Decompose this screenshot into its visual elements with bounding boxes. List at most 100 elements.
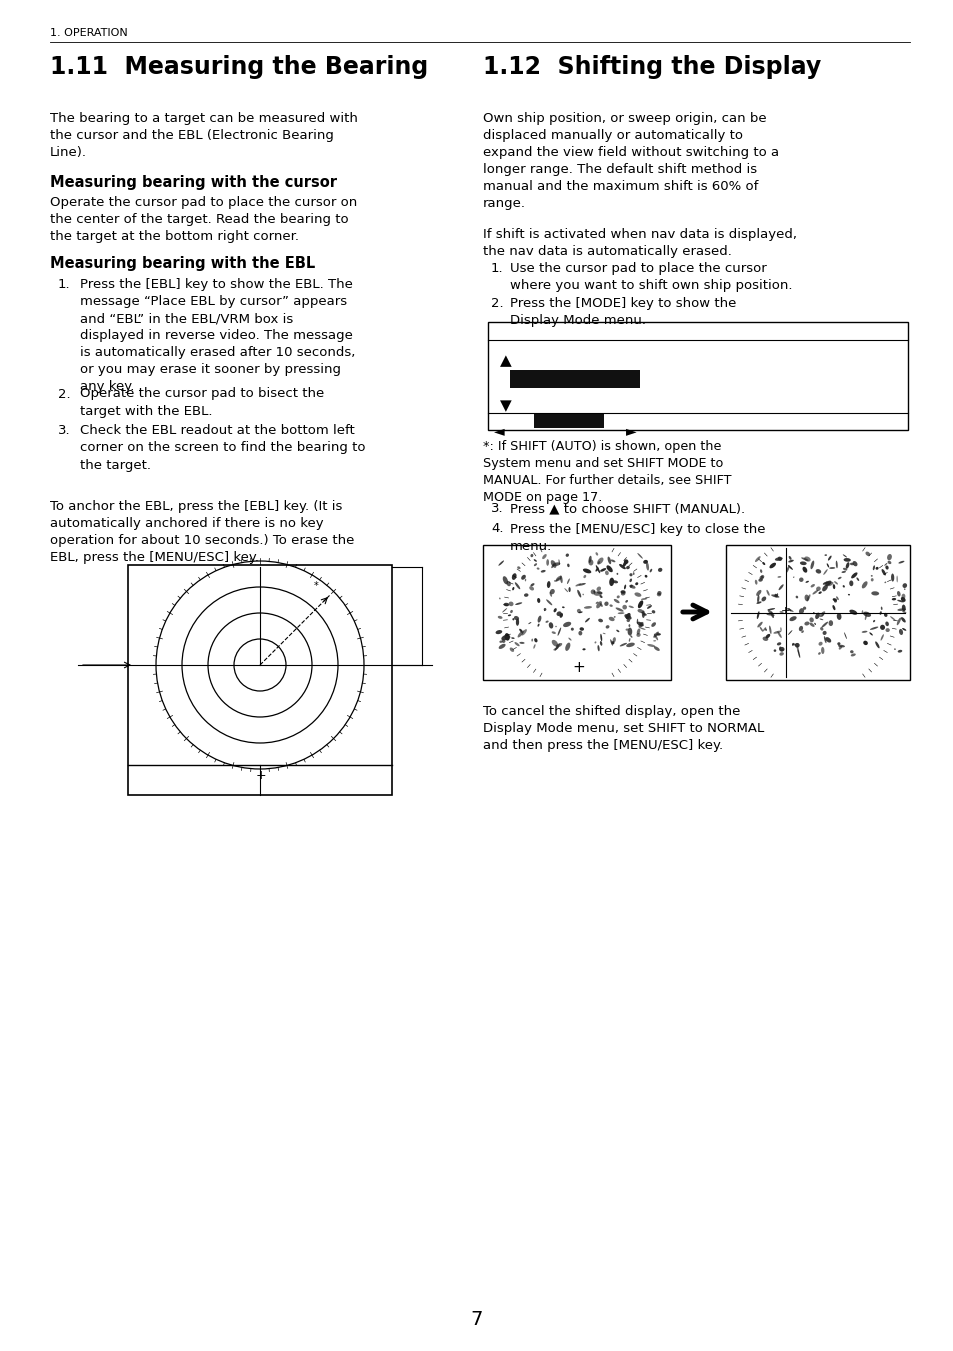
Ellipse shape: [756, 601, 760, 604]
Ellipse shape: [801, 558, 808, 561]
Ellipse shape: [598, 594, 602, 598]
Ellipse shape: [597, 561, 599, 565]
Ellipse shape: [597, 644, 599, 651]
Ellipse shape: [861, 611, 862, 613]
Ellipse shape: [514, 642, 519, 646]
Ellipse shape: [543, 608, 546, 611]
Ellipse shape: [596, 601, 601, 608]
Ellipse shape: [870, 578, 873, 581]
Ellipse shape: [577, 590, 580, 597]
Ellipse shape: [832, 584, 835, 589]
Ellipse shape: [517, 566, 520, 569]
Ellipse shape: [902, 628, 905, 631]
Ellipse shape: [828, 567, 835, 569]
Ellipse shape: [837, 577, 841, 580]
Ellipse shape: [501, 608, 507, 612]
Ellipse shape: [797, 650, 800, 658]
Ellipse shape: [582, 593, 583, 596]
Ellipse shape: [796, 646, 799, 654]
Ellipse shape: [833, 600, 836, 603]
Ellipse shape: [498, 640, 502, 643]
Ellipse shape: [646, 605, 651, 609]
Ellipse shape: [861, 631, 866, 632]
Ellipse shape: [818, 642, 821, 646]
Ellipse shape: [498, 597, 500, 600]
Ellipse shape: [583, 576, 585, 578]
Ellipse shape: [901, 605, 904, 612]
Ellipse shape: [512, 573, 516, 580]
Ellipse shape: [896, 576, 897, 582]
Ellipse shape: [623, 615, 631, 620]
Text: ►: ►: [625, 424, 636, 438]
Ellipse shape: [803, 557, 810, 562]
Ellipse shape: [798, 626, 802, 631]
Ellipse shape: [769, 562, 775, 569]
Text: ▲: ▲: [499, 353, 511, 367]
Ellipse shape: [900, 597, 904, 603]
Ellipse shape: [821, 585, 827, 592]
Ellipse shape: [578, 631, 581, 635]
Ellipse shape: [636, 619, 638, 624]
Ellipse shape: [814, 623, 815, 626]
Text: Use the cursor pad to place the cursor
where you want to shift own ship position: Use the cursor pad to place the cursor w…: [510, 262, 792, 292]
Ellipse shape: [835, 596, 838, 600]
Ellipse shape: [814, 612, 819, 619]
Ellipse shape: [774, 557, 781, 561]
Ellipse shape: [541, 554, 546, 559]
Ellipse shape: [612, 638, 616, 643]
Ellipse shape: [629, 578, 632, 582]
Ellipse shape: [808, 617, 813, 623]
Ellipse shape: [623, 559, 628, 563]
Ellipse shape: [881, 569, 885, 576]
Ellipse shape: [776, 593, 778, 597]
Ellipse shape: [581, 648, 585, 650]
Ellipse shape: [613, 598, 618, 603]
Ellipse shape: [556, 612, 561, 616]
Text: Own ship position, or sweep origin, can be
displaced manually or automatically t: Own ship position, or sweep origin, can …: [482, 112, 779, 209]
Ellipse shape: [575, 584, 580, 586]
Text: *: If SHIFT (AUTO) is shown, open the
System menu and set SHIFT MODE to
MANUAL. : *: If SHIFT (AUTO) is shown, open the Sy…: [482, 440, 731, 504]
Ellipse shape: [759, 576, 763, 580]
Ellipse shape: [636, 628, 639, 635]
Ellipse shape: [801, 631, 803, 634]
Ellipse shape: [896, 590, 900, 597]
Ellipse shape: [896, 617, 900, 626]
Ellipse shape: [837, 644, 844, 647]
Ellipse shape: [902, 611, 905, 613]
Ellipse shape: [756, 590, 760, 596]
Ellipse shape: [557, 627, 560, 636]
Text: Measuring bearing with the cursor: Measuring bearing with the cursor: [50, 176, 336, 190]
Ellipse shape: [551, 640, 558, 647]
Text: Press ▲ to choose SHIFT (MANUAL).: Press ▲ to choose SHIFT (MANUAL).: [510, 503, 744, 515]
Ellipse shape: [599, 603, 602, 607]
Ellipse shape: [826, 563, 828, 567]
Ellipse shape: [641, 611, 644, 617]
Ellipse shape: [555, 626, 557, 627]
Ellipse shape: [815, 569, 821, 574]
Ellipse shape: [875, 567, 878, 570]
Ellipse shape: [801, 566, 806, 573]
Ellipse shape: [822, 569, 827, 576]
Ellipse shape: [595, 601, 598, 604]
Ellipse shape: [795, 596, 798, 598]
Ellipse shape: [549, 592, 552, 597]
Ellipse shape: [566, 563, 569, 567]
Ellipse shape: [657, 590, 660, 594]
Ellipse shape: [838, 646, 841, 650]
Ellipse shape: [640, 598, 647, 600]
Ellipse shape: [850, 654, 855, 657]
Ellipse shape: [872, 620, 874, 623]
Text: 7: 7: [471, 1310, 482, 1329]
Ellipse shape: [518, 630, 521, 631]
Text: 1. OPERATION: 1. OPERATION: [50, 28, 128, 38]
Ellipse shape: [760, 597, 765, 601]
Ellipse shape: [774, 594, 777, 597]
Ellipse shape: [623, 585, 625, 589]
Text: 4.: 4.: [491, 523, 503, 535]
Ellipse shape: [847, 594, 849, 596]
Ellipse shape: [515, 582, 519, 589]
Ellipse shape: [602, 632, 605, 634]
Ellipse shape: [842, 558, 850, 562]
Ellipse shape: [503, 603, 509, 607]
Ellipse shape: [578, 584, 585, 586]
